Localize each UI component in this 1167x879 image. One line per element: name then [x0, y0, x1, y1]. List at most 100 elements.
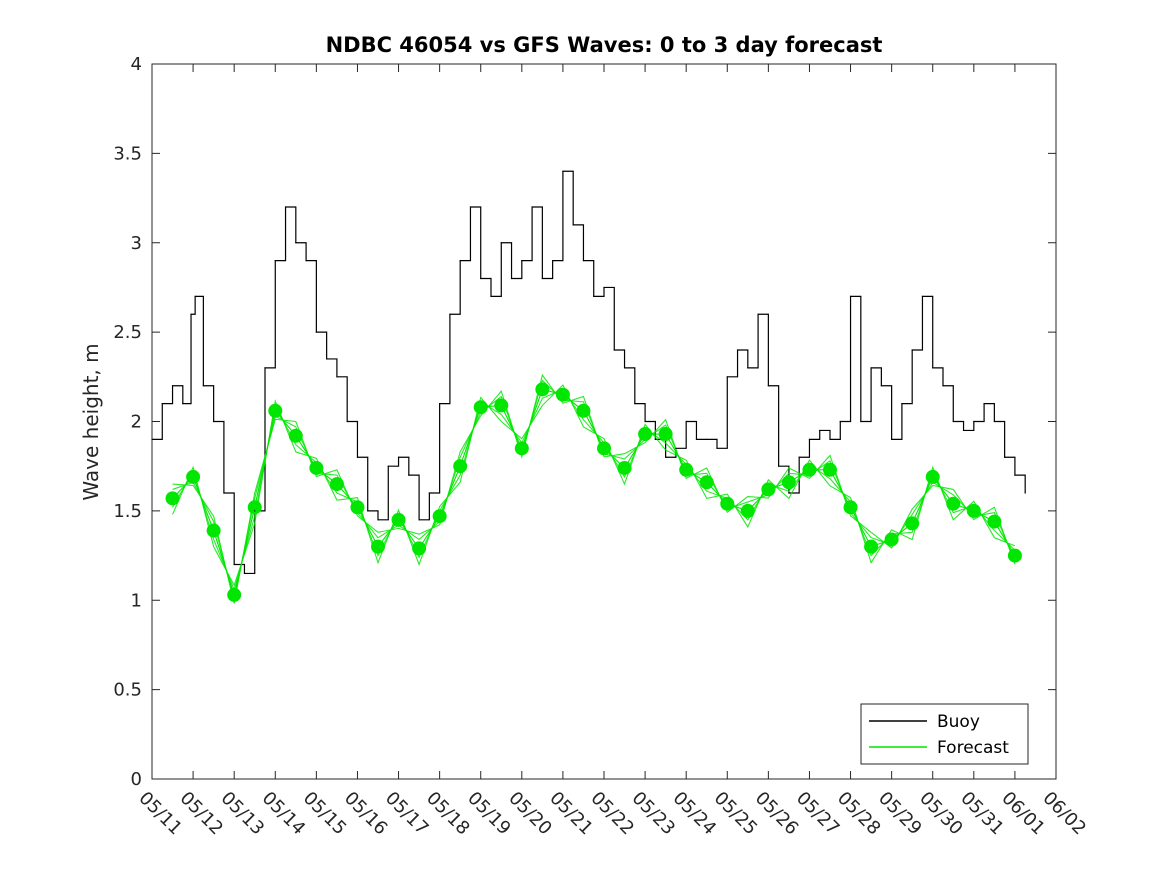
buoy-point — [367, 510, 369, 512]
chart-title: NDBC 46054 vs GFS Waves: 0 to 3 day fore… — [326, 33, 883, 57]
forecast-point — [720, 496, 735, 511]
buoy-point — [880, 385, 882, 387]
forecast-point — [473, 400, 488, 415]
buoy-point — [541, 277, 543, 280]
buoy-point — [346, 420, 348, 423]
buoy-point — [356, 456, 359, 458]
y-axis: 0 0.5 1 1.5 2 2.5 3 3.5 4 — [113, 54, 1056, 790]
forecast-point — [946, 496, 961, 511]
forecast-point — [453, 459, 468, 474]
forecast-point — [966, 503, 981, 518]
buoy-point — [952, 420, 954, 423]
y-axis-label: Wave height, m — [79, 343, 103, 500]
buoy-point — [901, 403, 903, 405]
buoy-point — [264, 367, 266, 369]
series-layer — [151, 170, 1026, 604]
buoy-point — [747, 367, 749, 369]
buoy-point — [829, 438, 831, 440]
forecast-point — [802, 462, 817, 477]
forecast-point — [761, 482, 776, 497]
forecast-point — [925, 469, 940, 484]
buoy-point — [593, 295, 595, 297]
forecast-point — [268, 403, 283, 418]
y-tick-label: 1 — [131, 590, 142, 611]
forecast-point — [576, 403, 591, 418]
forecast-point — [781, 475, 796, 490]
buoy-point — [233, 563, 235, 566]
y-tick-label: 0 — [131, 769, 142, 790]
buoy-point — [490, 295, 492, 297]
forecast-point — [494, 398, 509, 413]
buoy-point — [521, 260, 523, 262]
forecast-point — [597, 441, 611, 456]
buoy-point — [305, 260, 307, 262]
buoy-point — [962, 429, 965, 432]
buoy-point — [182, 403, 184, 405]
buoy-point — [911, 349, 913, 351]
buoy-point — [695, 438, 698, 440]
buoy-point — [726, 376, 728, 378]
forecast-point — [371, 539, 385, 554]
forecast-point — [412, 541, 427, 556]
buoy-point — [243, 572, 246, 575]
buoy-point — [161, 403, 163, 405]
buoy-point — [449, 313, 451, 315]
forecast-point — [186, 469, 201, 484]
buoy-point — [151, 438, 153, 440]
forecast-point — [165, 491, 180, 506]
buoy-point — [377, 519, 379, 521]
buoy-point — [562, 170, 564, 172]
y-tick-label: 2.5 — [113, 322, 142, 343]
buoy-point — [1014, 474, 1016, 476]
forecast-point — [555, 387, 570, 402]
buoy-point — [993, 420, 995, 423]
buoy-point — [603, 286, 605, 289]
buoy-point — [326, 358, 328, 360]
buoy-point — [171, 385, 174, 387]
forecast-point — [309, 460, 324, 475]
buoy-point — [500, 242, 502, 244]
forecast-point — [864, 539, 879, 554]
buoy-point — [572, 224, 574, 226]
legend: Buoy Forecast — [860, 703, 1029, 765]
forecast-point — [987, 514, 1002, 529]
buoy-point — [942, 385, 944, 387]
buoy-point — [757, 313, 759, 315]
buoy-point — [778, 465, 780, 467]
buoy-point — [254, 510, 256, 512]
buoy-point — [1024, 492, 1026, 494]
y-tick-label: 3.5 — [113, 143, 142, 164]
buoy-point — [767, 385, 769, 387]
forecast-point — [823, 462, 837, 477]
buoy-point — [397, 456, 400, 458]
buoy-point — [190, 313, 192, 315]
forecast-point — [658, 427, 673, 442]
buoy-point — [870, 367, 872, 369]
buoy-point — [284, 206, 287, 208]
forecast-point — [329, 477, 344, 492]
buoy-point — [480, 277, 482, 280]
y-tick-label: 1.5 — [113, 501, 142, 522]
buoy-point — [194, 295, 196, 297]
buoy-point — [644, 420, 646, 423]
legend-box — [860, 703, 1029, 765]
forecast-point — [514, 441, 529, 456]
forecast-point — [617, 460, 632, 475]
buoy-point — [839, 420, 841, 423]
buoy-point — [808, 438, 811, 440]
buoy-point — [675, 447, 677, 449]
buoy-point — [932, 367, 934, 369]
buoy-point — [552, 260, 554, 262]
buoy-point — [860, 420, 862, 423]
buoy-point — [418, 519, 420, 521]
buoy-point — [531, 206, 533, 208]
buoy-point — [1004, 456, 1006, 458]
forecast-point — [638, 427, 653, 442]
forecast-point — [884, 532, 899, 547]
forecast-point — [905, 516, 920, 531]
forecast-point — [1007, 548, 1022, 563]
buoy-point — [315, 331, 317, 333]
buoy-point — [623, 367, 626, 369]
forecast-point — [227, 587, 242, 602]
